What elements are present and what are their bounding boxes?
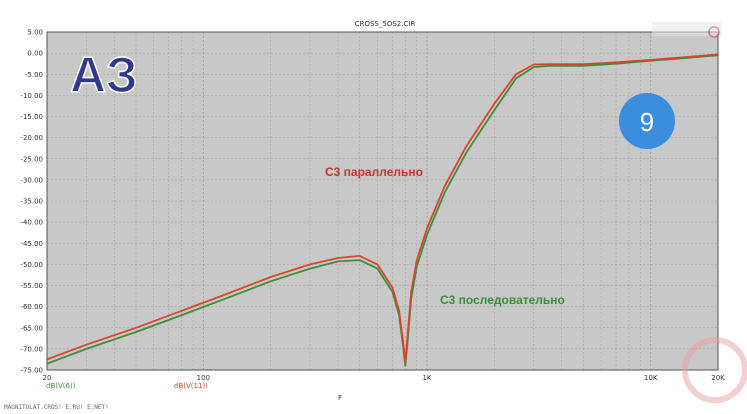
watermark-bottom-right — [682, 337, 747, 403]
y-tick-label: -15.00 — [20, 113, 43, 121]
badge-circle — [619, 93, 675, 149]
x-tick-label: 20K — [711, 374, 725, 382]
number-badge: 9 — [619, 93, 675, 149]
y-axis-ticks: 5.00 0.00 -5.00 -10.00 -15.00 -20.00 -25.00 -30… — [20, 29, 43, 375]
y-tick-label: 0.00 — [27, 50, 43, 58]
x-tick-label: 10K — [644, 374, 658, 382]
x-tick-label: 20 — [43, 374, 52, 382]
annotation-parallel: С3 параллельно — [325, 165, 423, 179]
y-tick-label: -45.00 — [20, 240, 43, 248]
x-axis-ticks: 20 100 1K 10K 20K — [43, 374, 726, 382]
badge-number: 9 — [640, 107, 654, 137]
y-tick-label: -10.00 — [20, 92, 43, 100]
y-tick-label: -35.00 — [20, 198, 43, 206]
x-tick-label: 1K — [422, 374, 431, 382]
watermark-ring — [708, 26, 720, 38]
grid — [46, 31, 719, 371]
chart-title: CROSS_5OS2.CIR — [355, 20, 416, 28]
y-tick-label: -20.00 — [20, 134, 43, 142]
x-tick-label: 100 — [197, 374, 210, 382]
legend-series-red: dB(V(11)) — [174, 382, 208, 390]
series-layer — [46, 53, 719, 367]
logo-text: АЗ — [70, 47, 137, 103]
y-tick-label: -70.00 — [20, 345, 43, 353]
annotation-series: С3 последовательно — [440, 293, 565, 307]
y-tick-label: -50.00 — [20, 261, 43, 269]
plot-background — [47, 32, 718, 370]
logo: АЗ — [69, 46, 138, 104]
y-tick-label: 5.00 — [27, 29, 43, 37]
watermark-plate — [652, 22, 722, 36]
plot-frame — [46, 31, 719, 371]
watermark-circle — [682, 337, 747, 403]
x-axis-label: F — [338, 394, 342, 402]
y-tick-label: -30.00 — [20, 176, 43, 184]
y-tick-label: -60.00 — [20, 303, 43, 311]
y-tick-label: -55.00 — [20, 282, 43, 290]
y-tick-label: -65.00 — [20, 324, 43, 332]
y-tick-label: -5.00 — [25, 71, 43, 79]
y-tick-label: -75.00 — [20, 367, 43, 375]
footer-text: MAGNITOLAT.CROS! E.RU! E.NET! — [4, 404, 109, 411]
series-line-2 — [46, 53, 719, 363]
legend-series-green: dB(V(6)) — [46, 382, 76, 390]
y-tick-label: -25.00 — [20, 155, 43, 163]
y-tick-label: -40.00 — [20, 219, 43, 227]
watermark-top-right — [652, 22, 722, 38]
